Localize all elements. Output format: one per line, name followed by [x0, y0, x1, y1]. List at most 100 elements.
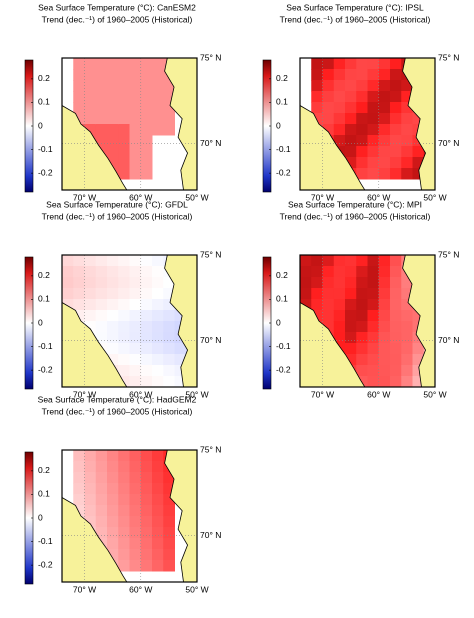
field-cell: [95, 135, 108, 147]
field-cell: [73, 255, 85, 267]
field-cell: [95, 505, 108, 517]
field-cell: [140, 365, 153, 377]
field-cell: [118, 527, 130, 539]
field-cell: [367, 321, 380, 333]
field-cell: [163, 113, 175, 125]
field-cell: [163, 343, 175, 355]
field-cell: [401, 91, 413, 103]
field-cell: [412, 310, 425, 322]
field-cell: [95, 299, 108, 311]
field-cell: [412, 168, 425, 180]
field-cell: [152, 266, 164, 278]
field-cell: [333, 299, 346, 311]
field-cell: [163, 321, 175, 333]
field-cell: [95, 527, 108, 539]
field-cell: [73, 277, 85, 289]
field-cell: [140, 255, 153, 267]
colorbar-tick-label: 0.2: [38, 465, 50, 475]
panel-title: Sea Surface Temperature (°C): CanESM2: [38, 2, 196, 12]
field-cell: [390, 80, 402, 92]
field-cell: [356, 354, 368, 366]
field-cell: [378, 266, 391, 278]
field-cell: [390, 310, 402, 322]
field-cell: [107, 288, 119, 300]
field-cell: [367, 299, 380, 311]
field-cell: [118, 80, 130, 92]
field-cell: [345, 332, 357, 344]
field-cell: [84, 299, 97, 311]
colorbar-tick-label: -0.1: [38, 536, 53, 546]
field-cell: [163, 516, 175, 528]
field-cell: [300, 277, 312, 289]
field-cell: [401, 288, 413, 300]
field-cell: [95, 472, 108, 484]
field-cell: [152, 288, 164, 300]
field-cell: [107, 135, 119, 147]
field-cell: [95, 124, 108, 136]
field-cell: [152, 113, 164, 125]
map-panel: Sea Surface Temperature (°C): IPSL Trend …: [262, 2, 459, 202]
field-cell: [118, 450, 130, 462]
field-cell: [322, 91, 335, 103]
field-cell: [401, 376, 413, 387]
field-cell: [367, 91, 380, 103]
field-cell: [345, 343, 357, 355]
field-cell: [73, 472, 85, 484]
field-cell: [95, 266, 108, 278]
field-cell: [140, 135, 153, 147]
field-cell: [62, 266, 74, 278]
field-cell: [118, 483, 130, 495]
field-cell: [84, 266, 97, 278]
y-tick-label: 75° N: [200, 52, 221, 62]
field-cell: [152, 321, 164, 333]
field-cell: [73, 450, 85, 462]
field-cell: [140, 288, 153, 300]
field-cell: [140, 80, 153, 92]
panel-subtitle: Trend (dec.⁻¹) of 1960–2005 (Historical): [280, 211, 431, 221]
field-cell: [356, 146, 368, 158]
field-cell: [390, 146, 402, 158]
x-tick-label: 70° W: [73, 192, 96, 202]
field-cell: [367, 102, 380, 114]
panel-title: Sea Surface Temperature (°C): GFDL: [46, 199, 188, 209]
field-cell: [84, 113, 97, 125]
map-frame: [61, 449, 198, 583]
field-cell: [378, 310, 391, 322]
field-cell: [118, 168, 130, 180]
field-cell: [367, 277, 380, 289]
field-cell: [129, 146, 142, 158]
field-cell: [311, 277, 323, 289]
field-cell: [95, 516, 108, 528]
field-cell: [333, 80, 346, 92]
field-cell: [163, 91, 175, 103]
panel-subtitle: Trend (dec.⁻¹) of 1960–2005 (Historical): [42, 406, 193, 416]
colorbar-tick-label: 0.1: [38, 97, 50, 107]
field-cell: [356, 80, 368, 92]
field-cell: [390, 91, 402, 103]
field-cell: [152, 516, 164, 528]
field-cell: [345, 146, 357, 158]
y-tick-label: 75° N: [438, 249, 459, 259]
land: [164, 58, 197, 190]
field-cell: [367, 288, 380, 300]
y-tick-label: 70° N: [200, 530, 221, 540]
field-cell: [174, 376, 187, 387]
x-tick-label: 70° W: [73, 389, 96, 399]
field-cell: [152, 332, 164, 344]
field-cell: [311, 255, 323, 267]
field-cell: [107, 494, 119, 506]
field-cell: [140, 332, 153, 344]
field-cell: [129, 365, 142, 377]
field-cell: [367, 113, 380, 125]
field-cell: [107, 124, 119, 136]
field-cell: [140, 505, 153, 517]
field-cell: [401, 102, 413, 114]
field-cell: [412, 376, 425, 387]
field-cell: [95, 461, 108, 473]
field-cell: [140, 91, 153, 103]
field-cell: [107, 483, 119, 495]
field-cell: [401, 168, 413, 180]
field-cell: [129, 472, 142, 484]
field-cell: [140, 146, 153, 158]
field-cell: [356, 113, 368, 125]
